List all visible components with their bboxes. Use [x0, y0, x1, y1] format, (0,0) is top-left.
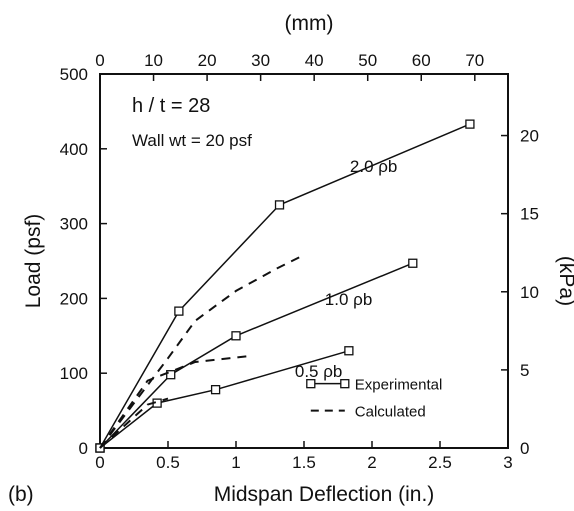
- series-layer: 2.0 ρb 1.0 ρb 0.5 ρb: [95, 119, 475, 453]
- x-tick-label: 0: [95, 453, 104, 472]
- top-tick-label: 10: [144, 51, 163, 70]
- wall-weight-annotation: Wall wt = 20 psf: [132, 131, 252, 150]
- x-tick-label: 1: [231, 453, 240, 472]
- x-axis-label: Midspan Deflection (in.): [214, 483, 435, 506]
- right-tick-label: 20: [520, 127, 539, 146]
- top-tick-label: 50: [358, 51, 377, 70]
- calculated-series-line: [99, 355, 250, 449]
- experimental-data-point: [174, 306, 184, 316]
- experimental-series-line: [99, 262, 414, 449]
- experimental-data-point: [231, 331, 241, 341]
- top-tick-label: 30: [251, 51, 270, 70]
- x-tick-label: 0.5: [156, 453, 180, 472]
- x-tick-label: 2: [367, 453, 376, 472]
- ratio-annotation: h / t = 28: [132, 95, 210, 117]
- experimental-series-line: [99, 350, 350, 449]
- experimental-data-point: [210, 385, 221, 395]
- right-tick-label: 5: [520, 361, 529, 380]
- calculated-series-line: [99, 397, 169, 449]
- top-tick-label: 70: [465, 51, 484, 70]
- y-axis-label: Load (psf): [22, 214, 45, 309]
- y-tick-label: 200: [60, 289, 88, 308]
- experimental-data-point: [166, 370, 176, 380]
- right-y-axis-label: (kPa): [555, 256, 574, 306]
- series-label: 2.0 ρb: [350, 157, 397, 176]
- experimental-data-point: [344, 346, 354, 356]
- series-label: 1.0 ρb: [325, 290, 372, 309]
- x-tick-label: 1.5: [292, 453, 316, 472]
- legend-experimental-marker: [306, 379, 316, 389]
- legend-experimental-label: Experimental: [355, 377, 443, 394]
- experimental-data-point: [465, 119, 475, 129]
- legend-experimental-marker-end: [340, 379, 350, 389]
- calculated-series-line: [99, 254, 305, 449]
- experimental-data-point: [274, 200, 285, 210]
- top-tick-label: 40: [305, 51, 324, 70]
- x-tick-label: 2.5: [428, 453, 452, 472]
- series-label: 0.5 ρb: [295, 362, 342, 381]
- experimental-data-point: [408, 258, 418, 268]
- y-tick-label: 300: [60, 215, 88, 234]
- x-tick-label: 3: [503, 453, 512, 472]
- legend-calculated-label: Calculated: [355, 404, 426, 421]
- right-tick-label: 15: [520, 205, 539, 224]
- top-x-axis-label: (mm): [285, 12, 334, 35]
- experimental-series-line: [99, 123, 471, 449]
- y-tick-label: 400: [60, 140, 88, 159]
- legend: Experimental Calculated: [306, 377, 443, 421]
- y-tick-label: 0: [79, 439, 88, 458]
- right-tick-label: 0: [520, 439, 529, 458]
- y-tick-label: 500: [60, 65, 88, 84]
- right-tick-label: 10: [520, 283, 539, 302]
- top-tick-label: 0: [95, 51, 104, 70]
- y-tick-label: 100: [60, 364, 88, 383]
- top-tick-label: 60: [412, 51, 431, 70]
- top-tick-label: 20: [198, 51, 217, 70]
- panel-label: (b): [8, 483, 34, 506]
